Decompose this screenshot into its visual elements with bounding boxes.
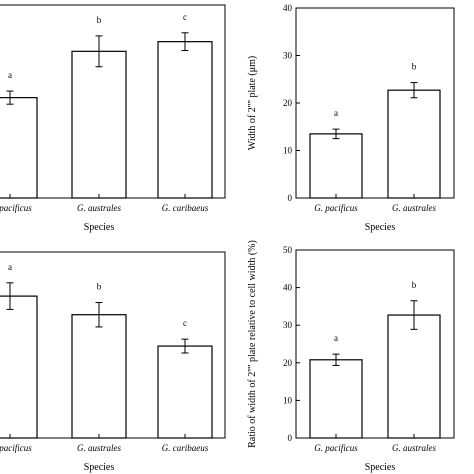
y-tick-label: 10 <box>283 395 293 405</box>
bar <box>71 50 127 199</box>
x-tick-label: G. australes <box>392 203 437 213</box>
bar <box>0 97 38 199</box>
x-tick-label: G. australes <box>77 443 122 453</box>
significance-letter: a <box>8 70 12 80</box>
chart-panel-3: a G. pacificus b G. australes c G. caribaeus S… <box>0 251 226 473</box>
x-tick-label: G. australes <box>77 203 122 213</box>
bar <box>387 89 441 199</box>
x-tick-label: G. pacificus <box>314 443 358 453</box>
y-tick-label: 0 <box>288 193 293 203</box>
y-tick-label: 30 <box>283 51 293 61</box>
x-tick-label: G. pacificus <box>0 203 32 213</box>
bar <box>157 41 213 199</box>
bar <box>309 133 363 199</box>
y-tick-label: 30 <box>283 320 293 330</box>
x-axis-label: Species <box>365 462 396 473</box>
bar <box>0 295 38 439</box>
y-tick-label: 50 <box>283 245 293 255</box>
significance-letter: b <box>412 280 417 290</box>
x-tick-label: G. pacificus <box>314 203 358 213</box>
plot-frame <box>295 249 455 439</box>
y-axis-label: Ratio of width of 2'''' plate relative t… <box>247 240 258 448</box>
significance-letter: b <box>97 281 102 291</box>
bar <box>157 345 213 439</box>
y-tick-label: 0 <box>288 433 293 443</box>
x-axis-label: Species <box>84 222 115 233</box>
y-axis-label: Width of 2'''' plate (μm) <box>247 56 258 150</box>
bar <box>71 314 127 439</box>
y-tick-label: 40 <box>283 3 293 13</box>
y-tick-label: 40 <box>283 283 293 293</box>
x-tick-label: G. pacificus <box>0 443 32 453</box>
significance-letter: a <box>8 262 12 272</box>
significance-letter: b <box>412 62 417 72</box>
y-tick-label: 20 <box>283 98 293 108</box>
significance-letter: a <box>334 333 338 343</box>
x-axis-label: Species <box>84 462 115 473</box>
x-tick-label: G. caribaeus <box>162 203 209 213</box>
significance-letter: c <box>183 318 187 328</box>
bar <box>387 314 441 439</box>
significance-letter: a <box>334 108 338 118</box>
y-tick-label: 20 <box>283 358 293 368</box>
y-tick-label: 10 <box>283 146 293 156</box>
x-tick-label: G. caribaeus <box>162 443 209 453</box>
chart-panel-1: a G. pacificus b G. australes c G. caribaeus S… <box>0 4 226 233</box>
significance-letter: c <box>183 12 187 22</box>
x-tick-label: G. australes <box>392 443 437 453</box>
chart-panel-2: 0 10 20 30 40 a G. pacificus b G. australes Speci… <box>247 3 455 233</box>
significance-letter: b <box>97 15 102 25</box>
bar <box>309 359 363 439</box>
x-axis-label: Species <box>365 222 396 233</box>
chart-panel-4: 0 10 20 30 40 50 a G. pacificus b G. australes Spe… <box>247 240 455 473</box>
